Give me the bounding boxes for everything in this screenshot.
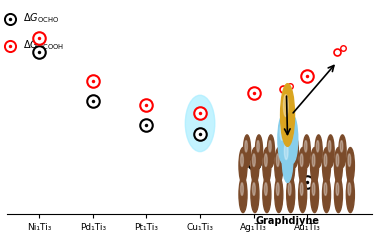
Circle shape <box>239 177 247 213</box>
Circle shape <box>312 154 315 167</box>
Circle shape <box>327 135 334 167</box>
Ellipse shape <box>185 95 215 152</box>
Text: Graphdiyne: Graphdiyne <box>256 216 320 226</box>
Circle shape <box>239 148 247 184</box>
Circle shape <box>323 148 331 184</box>
Circle shape <box>317 141 319 152</box>
Circle shape <box>263 177 271 213</box>
Circle shape <box>340 141 343 152</box>
Circle shape <box>267 135 274 167</box>
Circle shape <box>336 183 339 195</box>
Circle shape <box>300 183 303 195</box>
Circle shape <box>315 135 322 167</box>
Circle shape <box>241 183 243 195</box>
Circle shape <box>348 183 351 195</box>
Circle shape <box>245 141 247 152</box>
Circle shape <box>348 154 351 167</box>
Circle shape <box>284 95 288 117</box>
Circle shape <box>324 183 327 195</box>
Circle shape <box>288 154 291 167</box>
Circle shape <box>251 148 259 184</box>
Text: $\Delta G_{\mathrm{OCHO}}$: $\Delta G_{\mathrm{OCHO}}$ <box>23 11 60 25</box>
Circle shape <box>311 148 318 184</box>
Circle shape <box>241 154 243 167</box>
Circle shape <box>323 177 331 213</box>
Circle shape <box>336 154 339 167</box>
Circle shape <box>300 154 303 167</box>
Circle shape <box>305 141 307 152</box>
Circle shape <box>253 154 255 167</box>
Circle shape <box>275 177 283 213</box>
Circle shape <box>276 183 279 195</box>
Circle shape <box>243 135 251 167</box>
Circle shape <box>263 148 271 184</box>
Circle shape <box>334 148 343 184</box>
Circle shape <box>334 177 343 213</box>
Circle shape <box>303 135 310 167</box>
Circle shape <box>346 177 355 213</box>
Circle shape <box>288 183 291 195</box>
Circle shape <box>289 123 293 140</box>
Circle shape <box>299 148 307 184</box>
Circle shape <box>287 115 298 163</box>
Circle shape <box>282 134 293 182</box>
Circle shape <box>278 115 289 163</box>
Circle shape <box>280 123 284 140</box>
Circle shape <box>275 148 283 184</box>
Circle shape <box>257 141 259 152</box>
Circle shape <box>280 84 294 146</box>
Circle shape <box>280 141 283 152</box>
Circle shape <box>269 141 271 152</box>
Circle shape <box>264 183 267 195</box>
Circle shape <box>255 135 262 167</box>
Circle shape <box>251 177 259 213</box>
Circle shape <box>276 154 279 167</box>
Circle shape <box>293 141 295 152</box>
Circle shape <box>279 135 287 167</box>
Circle shape <box>311 177 318 213</box>
Circle shape <box>287 177 295 213</box>
Circle shape <box>291 135 299 167</box>
Circle shape <box>339 135 346 167</box>
Circle shape <box>312 183 315 195</box>
Circle shape <box>287 148 295 184</box>
Circle shape <box>299 177 307 213</box>
Circle shape <box>284 143 288 160</box>
Circle shape <box>264 154 267 167</box>
Circle shape <box>328 141 331 152</box>
Circle shape <box>324 154 327 167</box>
Text: $\Delta G_{\mathrm{HCOOH}}$: $\Delta G_{\mathrm{HCOOH}}$ <box>23 38 64 52</box>
Circle shape <box>253 183 255 195</box>
Circle shape <box>346 148 355 184</box>
